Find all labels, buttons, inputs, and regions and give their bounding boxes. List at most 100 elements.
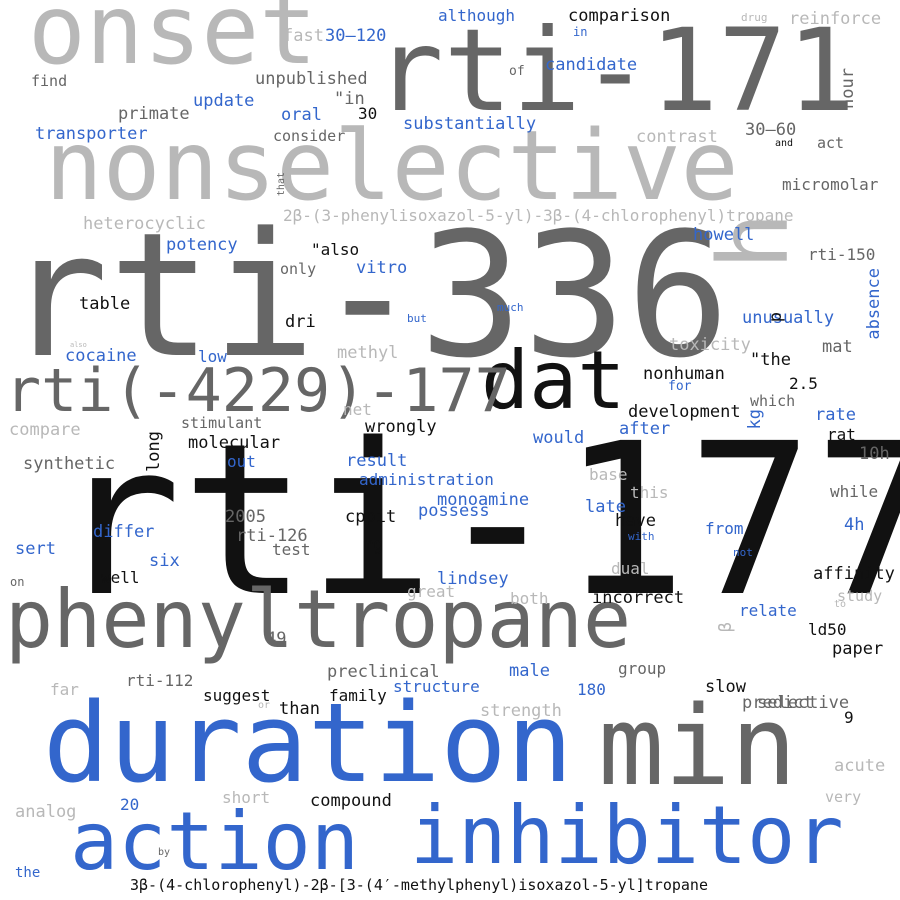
word-2: rti-171 bbox=[375, 4, 856, 137]
word-66: which bbox=[750, 392, 796, 410]
word-141: the bbox=[15, 865, 41, 881]
word-38: and bbox=[775, 138, 794, 149]
word-114: 49 bbox=[266, 629, 287, 649]
word-136: 20 bbox=[120, 795, 140, 814]
word-120: male bbox=[509, 661, 550, 681]
word-9: phenyltropane bbox=[5, 573, 632, 666]
word-93: 4h bbox=[844, 515, 865, 535]
word-118: paper bbox=[832, 639, 884, 659]
word-122: far bbox=[50, 680, 79, 699]
word-90: cppit bbox=[345, 507, 397, 527]
word-41: micromolar bbox=[782, 175, 879, 194]
word-132: strength bbox=[480, 701, 562, 721]
word-99: sert bbox=[15, 539, 56, 559]
word-20: in bbox=[573, 25, 588, 39]
word-139: very bbox=[825, 788, 862, 806]
word-63: nonhuman bbox=[643, 364, 725, 384]
word-17: comparison bbox=[568, 6, 671, 26]
word-106: affinity bbox=[813, 564, 895, 584]
word-71: rate bbox=[815, 405, 856, 425]
word-103: dual bbox=[611, 559, 650, 578]
word-111: study bbox=[837, 587, 883, 605]
word-10: duration bbox=[43, 679, 573, 807]
word-77: molecular bbox=[188, 433, 281, 453]
word-29: update bbox=[193, 91, 255, 111]
word-15: 2β-(3-phenylisoxazol-5-yl)-3β-(4-chlorop… bbox=[283, 206, 794, 225]
word-126: selective bbox=[757, 693, 850, 713]
word-42: heterocyclic bbox=[83, 214, 206, 234]
word-12: action bbox=[70, 795, 359, 888]
word-13: inhibitor bbox=[410, 789, 844, 882]
word-107: on bbox=[10, 575, 25, 589]
word-67: net bbox=[343, 400, 372, 419]
word-39: act bbox=[817, 134, 845, 152]
word-119: preclinical bbox=[327, 662, 440, 682]
word-65: 2.5 bbox=[789, 374, 818, 393]
word-95: from bbox=[705, 519, 744, 538]
word-47: only bbox=[280, 260, 317, 278]
word-123: structure bbox=[393, 677, 480, 696]
word-94: differ bbox=[93, 522, 155, 542]
word-64: for bbox=[668, 379, 692, 394]
word-43: potency bbox=[166, 235, 238, 255]
word-85: while bbox=[830, 482, 879, 501]
word-36: contrast bbox=[636, 127, 718, 147]
word-46: rti-150 bbox=[808, 245, 876, 264]
word-40: that bbox=[276, 172, 287, 197]
word-1: onset bbox=[28, 0, 317, 86]
word-133: 9 bbox=[844, 708, 854, 727]
word-110: incorrect bbox=[592, 588, 685, 608]
word-91: possess bbox=[418, 501, 490, 521]
word-87: this bbox=[630, 483, 669, 502]
word-113: relate bbox=[739, 601, 797, 620]
word-34: transporter bbox=[35, 124, 148, 144]
word-3: nonselective bbox=[45, 110, 739, 222]
word-137: short bbox=[222, 788, 271, 807]
word-97: test bbox=[272, 540, 311, 559]
word-61: mat bbox=[822, 337, 853, 357]
word-45: howell bbox=[693, 225, 755, 245]
word-48: vitro bbox=[356, 258, 408, 278]
word-129: predict bbox=[742, 693, 814, 713]
word-125: slow bbox=[705, 677, 746, 697]
word-112: to bbox=[834, 599, 847, 610]
word-62: "the bbox=[750, 350, 791, 370]
word-115: β bbox=[716, 622, 736, 633]
word-134: acute bbox=[834, 756, 886, 776]
word-72: compare bbox=[9, 420, 81, 440]
word-73: wrongly bbox=[365, 417, 437, 437]
word-55: p bbox=[766, 312, 786, 323]
word-23: hour bbox=[838, 68, 858, 109]
word-49: absence bbox=[864, 268, 884, 340]
word-135: analog bbox=[15, 802, 77, 822]
word-58: low bbox=[198, 347, 227, 366]
word-109: both bbox=[510, 589, 549, 608]
word-35: consider bbox=[273, 127, 346, 145]
word-98: with bbox=[628, 530, 655, 543]
word-74: after bbox=[619, 419, 671, 439]
word-96: rti-126 bbox=[236, 526, 308, 546]
word-14: 3β-(4-chlorophenyl)-2β-[3-(4′-methylphen… bbox=[130, 876, 708, 894]
word-33: substantially bbox=[403, 114, 537, 134]
word-83: administration bbox=[359, 470, 494, 489]
word-6: dat bbox=[481, 334, 626, 427]
word-102: not bbox=[733, 546, 753, 559]
word-84: base bbox=[589, 465, 628, 484]
word-70: kg bbox=[745, 409, 765, 430]
word-56: also bbox=[70, 341, 87, 349]
word-104: well bbox=[101, 568, 140, 587]
word-78: would bbox=[533, 428, 585, 448]
word-79: synthetic bbox=[23, 454, 116, 474]
word-30: primate bbox=[118, 104, 190, 124]
word-75: rat bbox=[827, 425, 856, 444]
word-50: table bbox=[79, 294, 131, 314]
word-82: 10h bbox=[859, 444, 890, 464]
word-21: fast bbox=[283, 26, 324, 46]
word-16: although bbox=[438, 6, 516, 25]
word-105: lindsey bbox=[437, 569, 509, 589]
word-138: compound bbox=[310, 791, 392, 811]
word-101: six bbox=[149, 551, 180, 571]
word-7: rti(-4229)-177 bbox=[5, 356, 511, 426]
word-52: but bbox=[407, 312, 427, 325]
word-140: by bbox=[158, 847, 171, 858]
